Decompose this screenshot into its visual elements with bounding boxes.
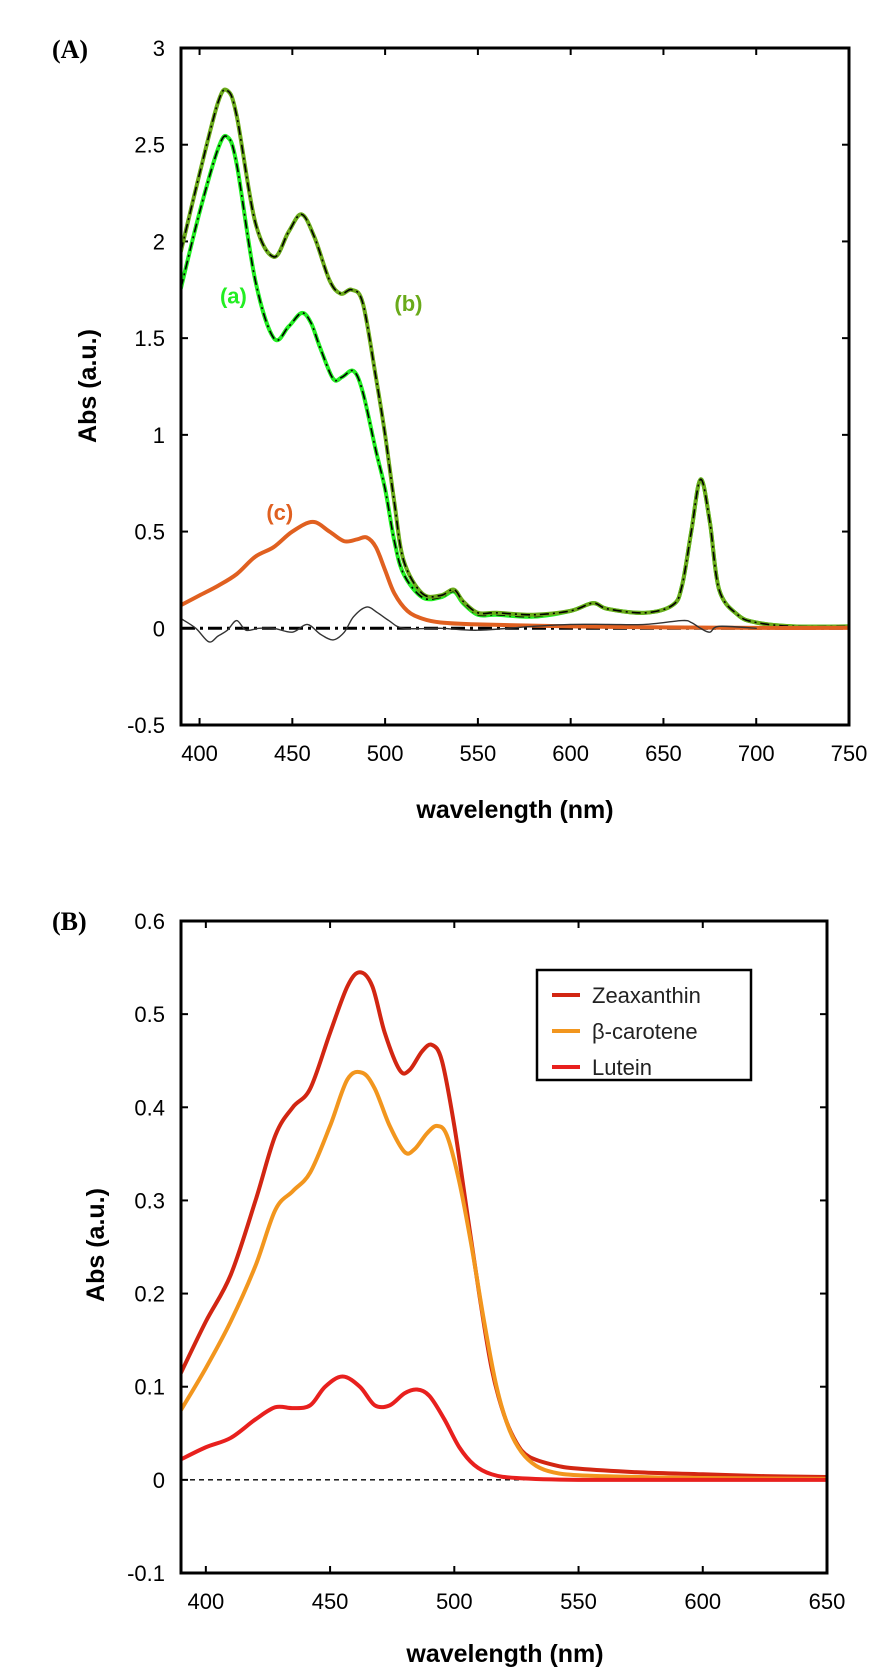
x-tick-label: 550 xyxy=(460,741,497,766)
panel-b: (B) 400 450 500 550 600 650 -0.1 0 0.1 0.2 0.3 0.4 0… xyxy=(52,907,845,1668)
x-tick-label: 600 xyxy=(552,741,589,766)
series-line-residual xyxy=(181,606,757,643)
panel-b-xlabel: wavelength (nm) xyxy=(405,1640,603,1668)
y-tick-label: 0.2 xyxy=(134,1282,165,1307)
y-tick-label: 0.5 xyxy=(134,520,165,545)
series-line-lutein xyxy=(181,1374,827,1482)
series-line-b xyxy=(181,87,849,629)
legend-label: β-carotene xyxy=(592,1019,698,1044)
y-tick-label: -0.1 xyxy=(127,1561,165,1586)
fit-line-b xyxy=(181,88,849,628)
x-tick-label: 600 xyxy=(684,1589,721,1614)
plot-area xyxy=(181,87,849,643)
y-tick-label: 0.5 xyxy=(134,1002,165,1027)
series-line-zeaxanthin xyxy=(181,970,827,1480)
x-tick-label: 500 xyxy=(367,741,404,766)
panel-label-a: (A) xyxy=(52,35,88,64)
x-tick-label: 400 xyxy=(187,1589,224,1614)
x-tick-label: 650 xyxy=(645,741,682,766)
y-tick-label: 0.1 xyxy=(134,1375,165,1400)
x-tick-label: 500 xyxy=(436,1589,473,1614)
series-line-a xyxy=(181,134,849,629)
y-tick-label: 0.3 xyxy=(134,1188,165,1213)
fit-line-a xyxy=(181,135,849,628)
x-tick-label: 450 xyxy=(274,741,311,766)
panel-b-ylabel: Abs (a.u.) xyxy=(82,1188,110,1302)
legend: Zeaxanthin β-carotene Lutein xyxy=(535,968,753,1082)
x-tick-label: 700 xyxy=(738,741,775,766)
curve-label: (c) xyxy=(266,500,293,525)
panel-label-b: (B) xyxy=(52,907,87,936)
curve-label: (b) xyxy=(394,291,422,316)
y-tick-label: 0 xyxy=(153,1468,165,1493)
legend-items: Zeaxanthin β-carotene Lutein xyxy=(552,983,701,1080)
y-tick-label: -0.5 xyxy=(127,713,165,738)
y-tick-label: 0.6 xyxy=(134,909,165,934)
series-line-carotene xyxy=(181,1069,827,1481)
x-tick-label: 550 xyxy=(560,1589,597,1614)
plot-area xyxy=(181,970,827,1482)
curve-label: (a) xyxy=(220,283,247,308)
legend-box xyxy=(535,968,753,1082)
x-tick-label: 450 xyxy=(312,1589,349,1614)
series-line-c xyxy=(181,519,849,630)
y-tick-label: 0 xyxy=(153,616,165,641)
legend-label: Zeaxanthin xyxy=(592,983,701,1008)
x-tick-label: 400 xyxy=(181,741,218,766)
panel-a-curve-labels: (a) (b) (c) xyxy=(220,283,423,525)
panel-a-ylabel: Abs (a.u.) xyxy=(74,329,102,443)
panel-a-frame xyxy=(179,46,851,727)
y-tick-label: 1 xyxy=(153,423,165,448)
panel-b-series xyxy=(181,970,827,1482)
panel-a-ticks: 400 450 500 550 600 650 700 750 -0.5 0 0.5 1 1.5 2 2.5… xyxy=(127,36,867,766)
x-tick-label: 650 xyxy=(809,1589,846,1614)
y-tick-label: 0.4 xyxy=(134,1095,165,1120)
y-tick-label: 1.5 xyxy=(134,326,165,351)
y-tick-label: 3 xyxy=(153,36,165,61)
y-tick-label: 2 xyxy=(153,229,165,254)
panel-b-frame xyxy=(179,919,829,1575)
panel-a-series xyxy=(181,87,849,643)
panel-a: (A) 400 450 500 550 600 650 700 750 -0.5 0 0.5 1 1.5… xyxy=(52,35,867,824)
y-tick-label: 2.5 xyxy=(134,133,165,158)
panel-a-xlabel: wavelength (nm) xyxy=(415,796,613,824)
x-tick-label: 750 xyxy=(831,741,868,766)
legend-label: Lutein xyxy=(592,1055,652,1080)
